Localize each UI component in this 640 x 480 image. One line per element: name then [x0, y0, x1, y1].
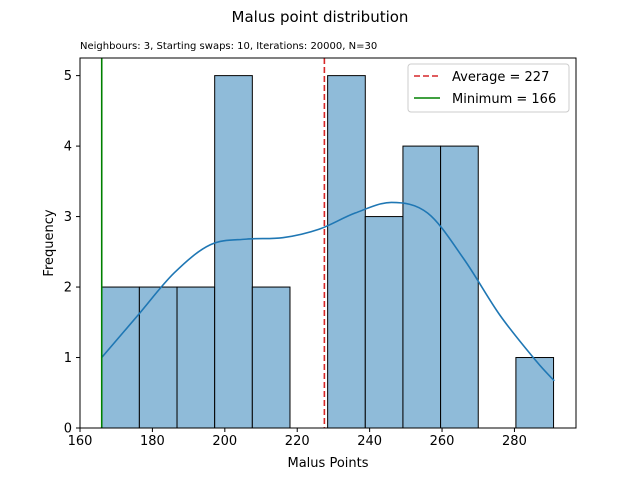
histogram-bar: [440, 145, 479, 429]
histogram-bars: [101, 75, 555, 429]
histogram-bar: [214, 75, 253, 429]
histogram-bar: [402, 145, 442, 429]
histogram-bar: [364, 216, 404, 429]
x-tick-label: 160: [68, 434, 93, 449]
x-tick-label: 260: [430, 434, 455, 449]
y-tick-label: 3: [64, 210, 72, 225]
y-tick-label: 4: [64, 140, 72, 155]
y-tick-label: 5: [64, 69, 72, 84]
x-tick-label: 180: [140, 434, 165, 449]
histogram-bar: [327, 75, 366, 429]
y-tick-label: 1: [64, 351, 72, 366]
legend: Average = 227 Minimum = 166: [407, 63, 570, 113]
y-tick-label: 2: [64, 281, 72, 296]
histogram-bar: [176, 286, 216, 429]
x-tick-label: 280: [502, 434, 527, 449]
kde-line: [101, 201, 555, 382]
y-axis-label: Frequency: [42, 209, 57, 276]
histogram-bar: [515, 357, 555, 429]
legend-label: Minimum = 166: [452, 92, 556, 107]
x-tick-label: 240: [357, 434, 382, 449]
legend-box: [407, 63, 570, 113]
histogram-bar: [251, 286, 291, 429]
chart-subtitle: Neighbours: 3, Starting swaps: 10, Itera…: [80, 41, 377, 52]
x-axis-label: Malus Points: [288, 456, 369, 471]
legend-label: Average = 227: [452, 70, 549, 85]
y-tick-label: 0: [64, 422, 72, 437]
chart-title: Malus point distribution: [232, 8, 409, 26]
x-tick-label: 220: [285, 434, 310, 449]
histogram-bar: [101, 286, 140, 429]
kde-curve: [101, 201, 555, 382]
plot-frame: [79, 57, 577, 429]
reference-lines: [100, 58, 326, 428]
axes: 160 180 200 220 240 260 280 0 1 2 3 4 5: [64, 57, 577, 449]
histogram-bar: [138, 286, 178, 429]
x-tick-label: 200: [212, 434, 237, 449]
